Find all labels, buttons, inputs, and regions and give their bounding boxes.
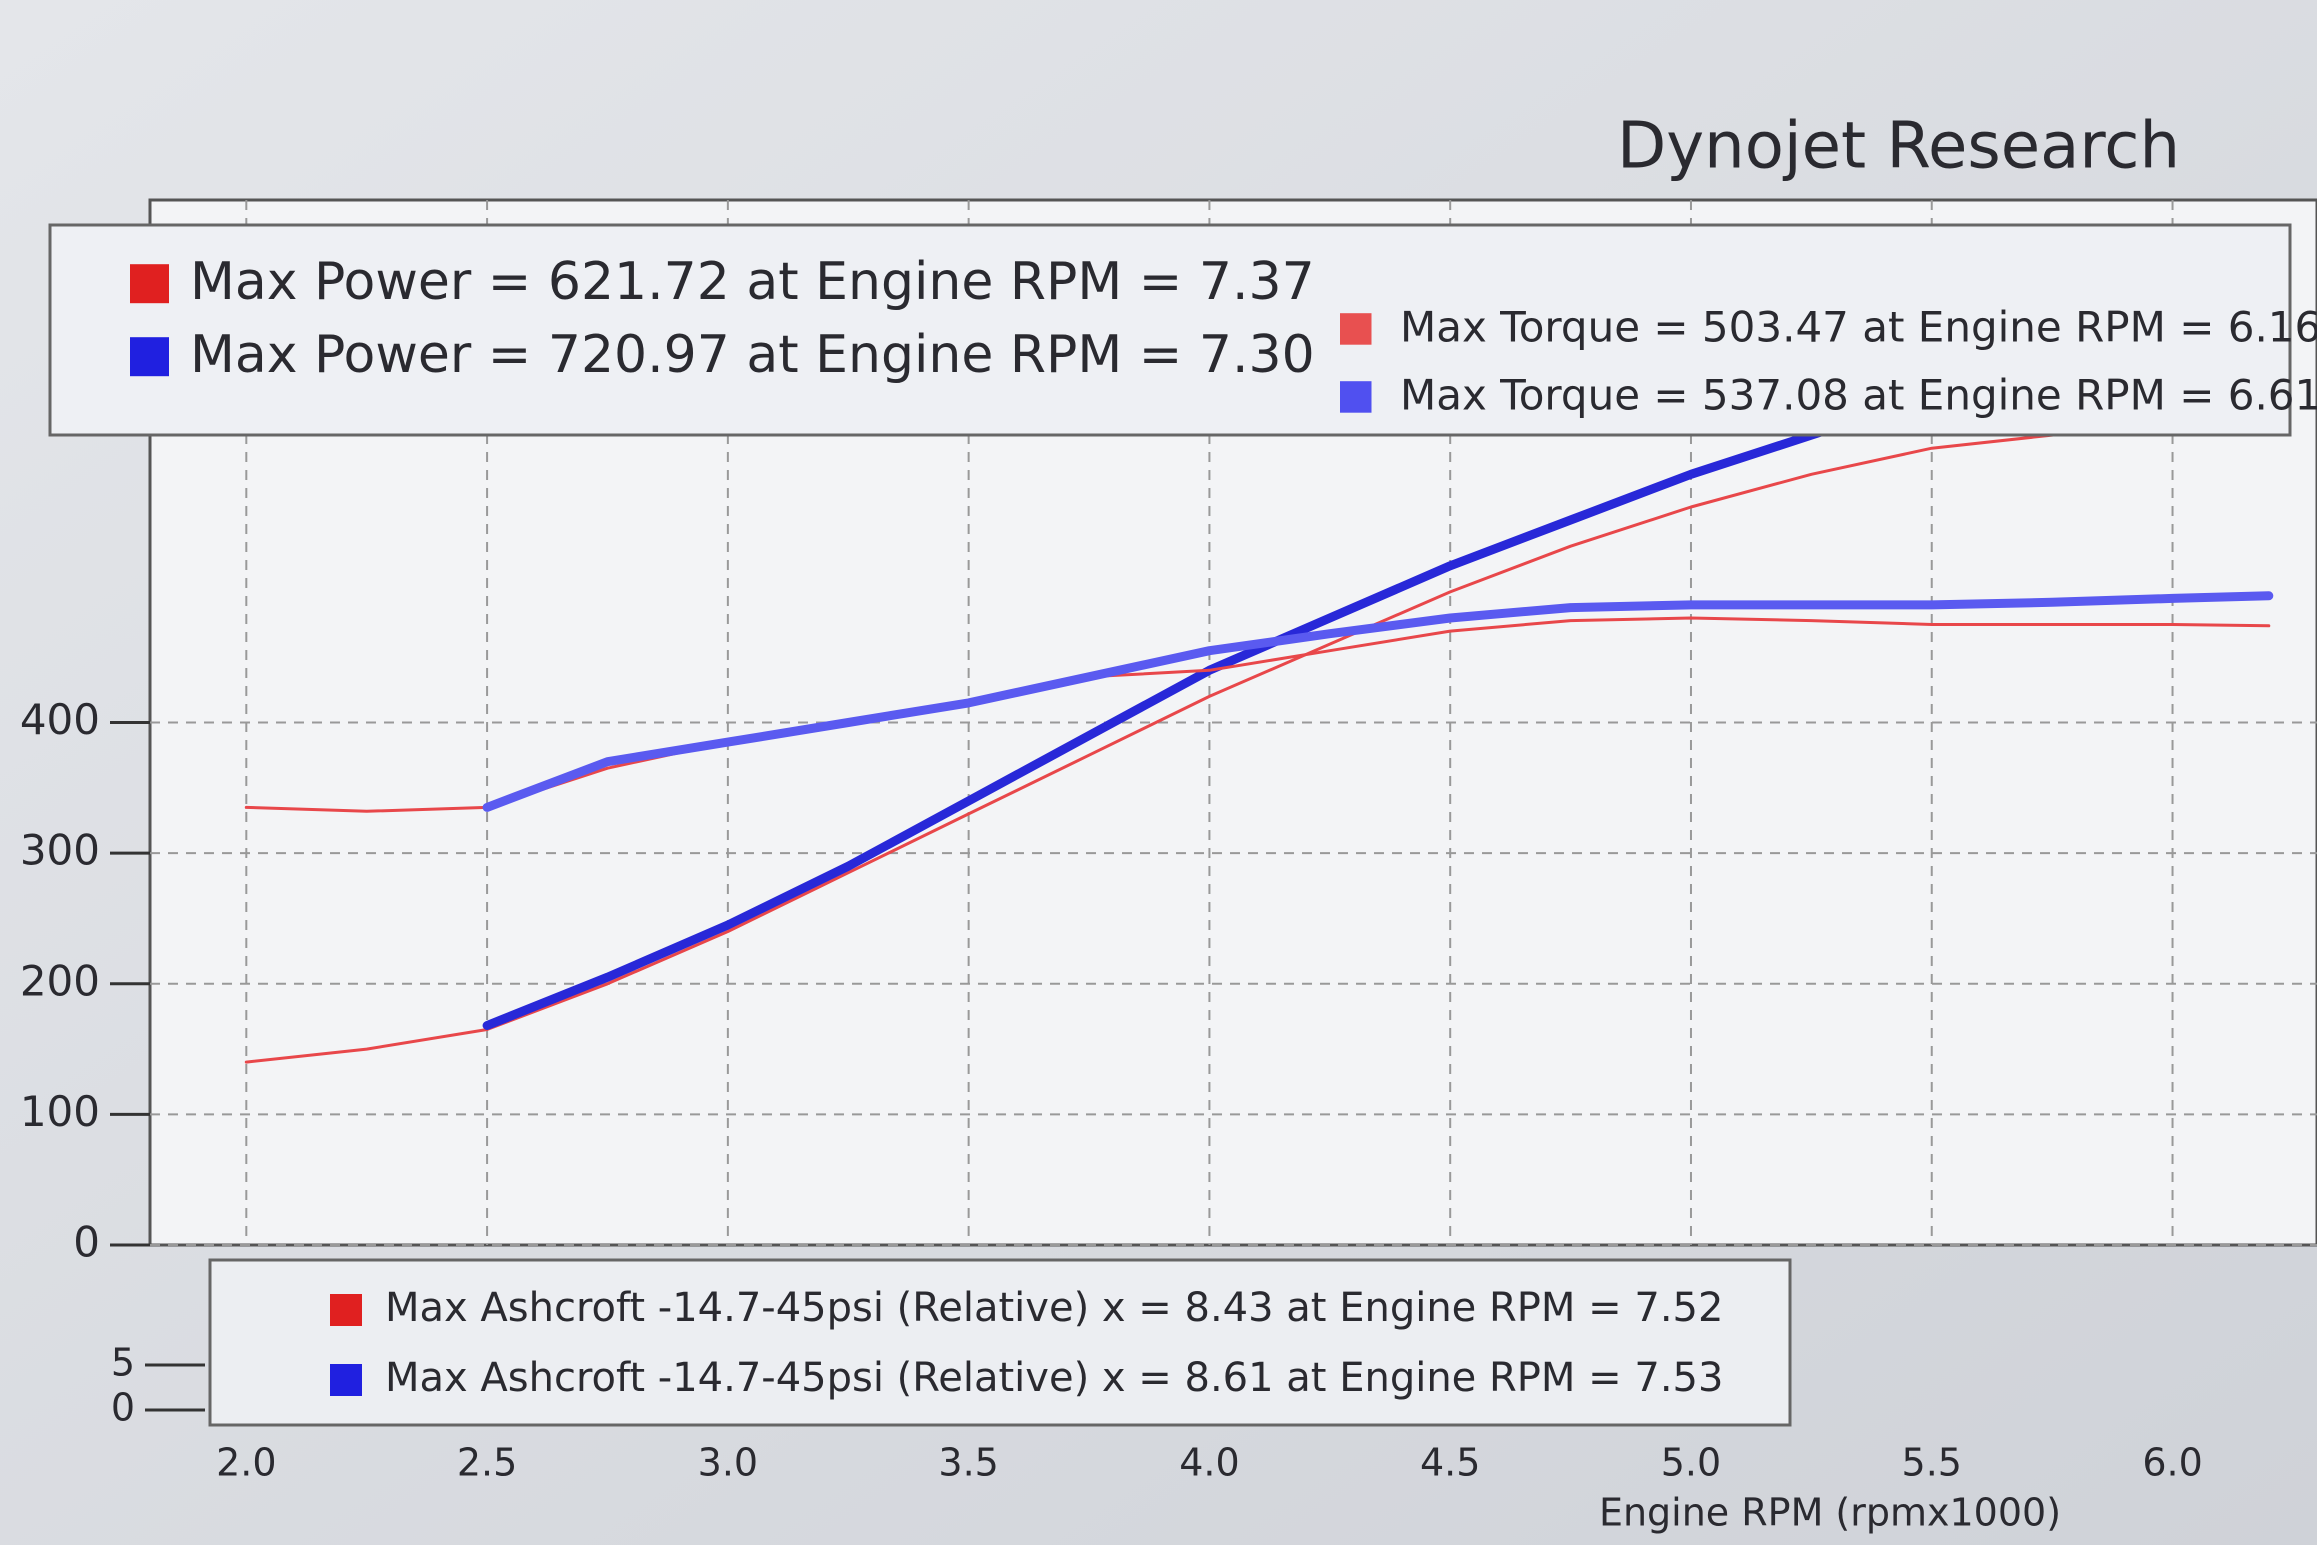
chart-title: Dynojet Research — [1617, 110, 2180, 184]
x-tick-label: 6.0 — [2142, 1441, 2202, 1485]
legend-entry: Max Torque = 503.47 at Engine RPM = 6.16 — [1400, 303, 2317, 352]
aux-y-tick-label: 5 — [111, 1341, 135, 1385]
legend-swatch — [1340, 381, 1372, 413]
x-tick-label: 3.0 — [698, 1441, 758, 1485]
legend-entry: Max Power = 720.97 at Engine RPM = 7.30 — [190, 325, 1315, 385]
x-tick-label: 4.0 — [1179, 1441, 1239, 1485]
x-tick-label: 3.5 — [938, 1441, 998, 1485]
legend-swatch — [330, 1364, 362, 1396]
aux-legend-box — [208, 1258, 1792, 1427]
legend: Max Power = 621.72 at Engine RPM = 7.37 M… — [130, 252, 2317, 420]
x-axis: 0 100 200 300 400 2.0 2.5 3.0 3.5 4.0 4.5 5.0 5.5 6.0 — [20, 695, 2203, 1485]
grid — [150, 200, 2317, 1246]
legend-swatch — [130, 264, 169, 304]
series-line — [244, 407, 2271, 1064]
aux-panel: Max Ashcroft -14.7-45psi (Relative) x = … — [111, 1285, 1724, 1430]
legend-swatch — [330, 1294, 362, 1326]
series-line — [482, 591, 2274, 812]
legend-entry: Max Ashcroft -14.7-45psi (Relative) x = … — [385, 1355, 1723, 1401]
legend-box — [48, 223, 2292, 437]
x-tick-label: 5.0 — [1661, 1441, 1721, 1485]
legend-swatch — [1340, 313, 1372, 345]
y-tick-label: 300 — [20, 826, 100, 875]
y-tick-label: 0 — [73, 1218, 100, 1267]
y-tick-label: 400 — [20, 695, 100, 744]
legend-entry: Max Torque = 537.08 at Engine RPM = 6.61 — [1400, 371, 2317, 420]
aux-y-tick-label: 0 — [111, 1386, 135, 1430]
legend-entry: Max Ashcroft -14.7-45psi (Relative) x = … — [385, 1285, 1723, 1331]
series-line — [244, 616, 2271, 813]
x-tick-label: 2.5 — [457, 1441, 517, 1485]
y-tick-label: 200 — [20, 956, 100, 1005]
x-tick-label: 2.0 — [216, 1441, 276, 1485]
x-tick-label: 5.5 — [1902, 1441, 1962, 1485]
legend-entry: Max Power = 621.72 at Engine RPM = 7.37 — [190, 252, 1315, 312]
x-tick-label: 4.5 — [1420, 1441, 1480, 1485]
y-tick-label: 100 — [20, 1087, 100, 1136]
x-axis-label: Engine RPM (rpmx1000) — [1599, 1491, 2061, 1535]
legend-swatch — [130, 337, 169, 377]
